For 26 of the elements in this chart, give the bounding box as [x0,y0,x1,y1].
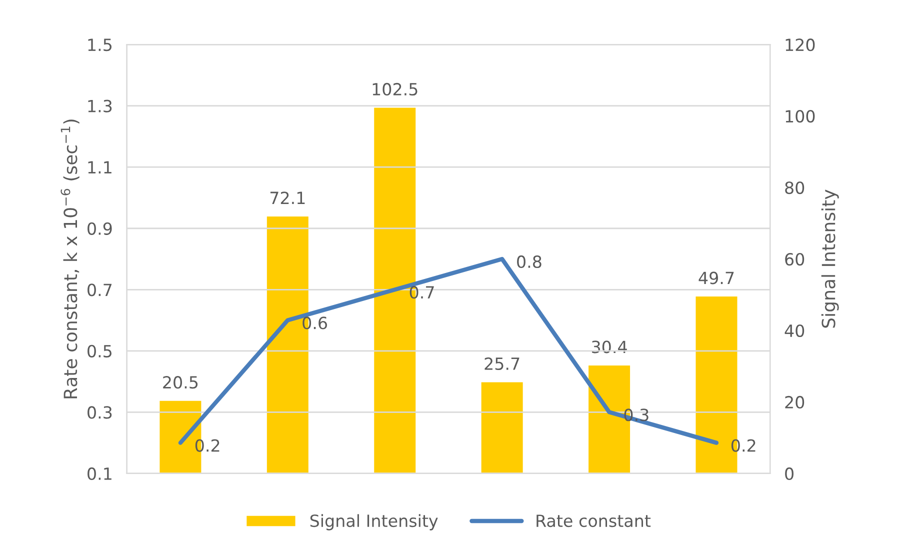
data-label: 0.8 [517,255,542,268]
y2-tick-label: 80 [785,181,804,194]
y2-tick-label: 20 [785,396,804,409]
y2-tick-label: 0 [785,467,794,480]
y-tick-label: 1.1 [88,161,112,174]
data-label: 20.5 [163,376,198,389]
legend-label: Rate constant [536,514,651,528]
y2-tick-label: 120 [786,38,815,52]
data-label: 102.5 [372,82,418,96]
data-label: 25.7 [484,357,520,370]
legend-label: Signal Intensity [310,514,438,530]
y-tick-label: 0.5 [88,344,112,358]
y-tick-label: 0.3 [88,406,112,419]
y2-tick-label: 60 [785,252,804,266]
y2-tick-label: 40 [784,324,804,338]
y2-tick-label: 100 [786,110,815,123]
y-axis-title: Rate constant, k x 10$^{−6}$ (sec$^{−1}$) [60,120,80,398]
y-tick-label: 1.5 [88,38,112,52]
y-tick-label: 0.7 [88,284,112,296]
y-tick-label: 1.3 [88,100,112,112]
data-label: 72.1 [270,192,305,204]
y2-axis-title: Signal Intensity [821,190,839,328]
bar [480,380,524,474]
data-label: 49.7 [698,272,734,284]
y-tick-label: 0.1 [88,467,112,480]
y-tick-label: 0.9 [88,222,112,235]
